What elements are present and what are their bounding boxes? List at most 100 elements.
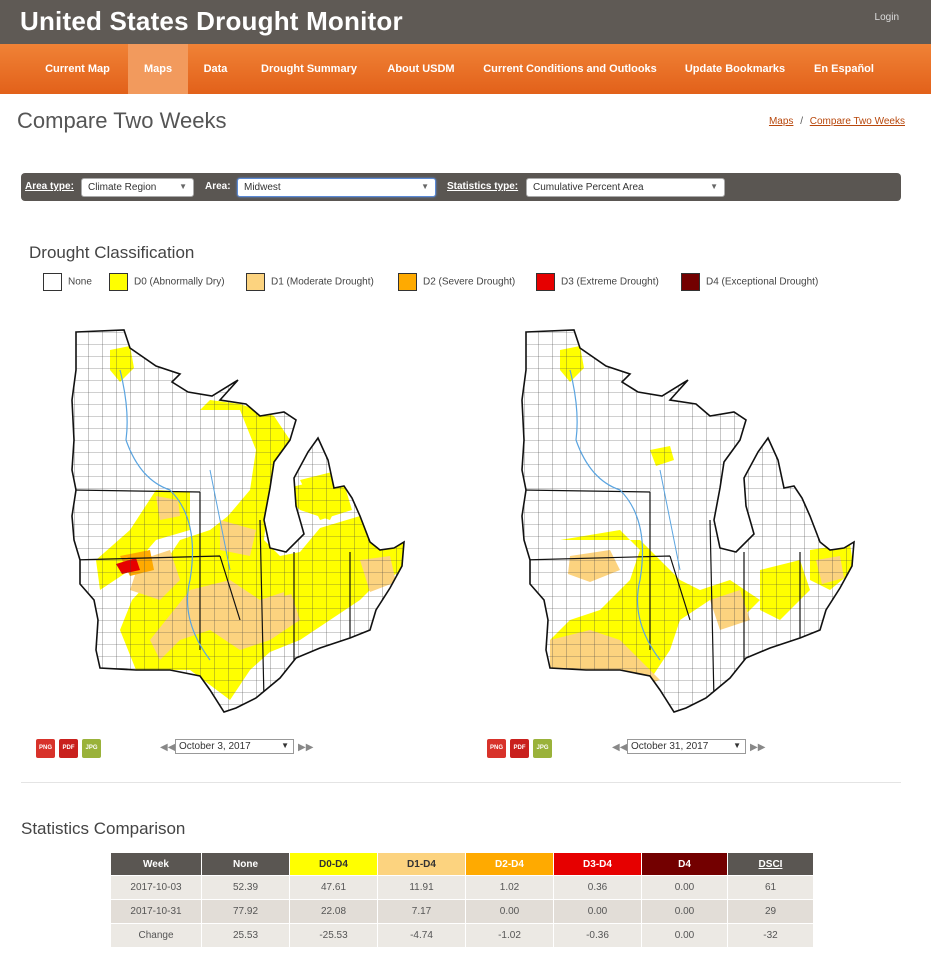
legend-item-d1: D1 (Moderate Drought) bbox=[246, 273, 374, 291]
table-cell: 0.00 bbox=[641, 899, 728, 924]
drought-map-week-1 bbox=[71, 329, 405, 713]
table-cell: 0.00 bbox=[465, 899, 554, 924]
header-d3-d4: D3-D4 bbox=[553, 852, 642, 876]
header-d1-d4: D1-D4 bbox=[377, 852, 466, 876]
legend-item-d3: D3 (Extreme Drought) bbox=[536, 273, 659, 291]
jpg-download-icon[interactable]: JPG bbox=[82, 739, 101, 758]
area-type-value: Climate Region bbox=[88, 182, 157, 193]
area-type-select[interactable]: Climate Region ▼ bbox=[81, 178, 194, 197]
nav-about-usdm[interactable]: About USDM bbox=[387, 63, 455, 75]
legend-swatch bbox=[681, 273, 700, 291]
next-week-icon[interactable]: ▶▶ bbox=[750, 742, 766, 753]
table-cell: -0.36 bbox=[553, 923, 642, 948]
page-title: Compare Two Weeks bbox=[17, 108, 227, 133]
next-week-icon[interactable]: ▶▶ bbox=[298, 742, 314, 753]
header-d0-d4: D0-D4 bbox=[289, 852, 378, 876]
header-d4: D4 bbox=[641, 852, 728, 876]
area-value: Midwest bbox=[244, 182, 281, 193]
statistics-type-label[interactable]: Statistics type: bbox=[447, 181, 519, 192]
table-cell: -4.74 bbox=[377, 923, 466, 948]
table-cell: 29 bbox=[727, 899, 814, 924]
chevron-down-icon: ▼ bbox=[733, 741, 741, 750]
area-label: Area: bbox=[205, 181, 231, 192]
previous-week-icon[interactable]: ◀◀ bbox=[160, 742, 176, 753]
legend-swatch bbox=[43, 273, 62, 291]
jpg-download-icon[interactable]: JPG bbox=[533, 739, 552, 758]
table-cell: 7.17 bbox=[377, 899, 466, 924]
drought-map-week-2 bbox=[521, 329, 855, 713]
nav-drought-summary[interactable]: Drought Summary bbox=[261, 63, 357, 75]
table-cell: 2017-10-03 bbox=[110, 875, 202, 900]
table-cell: 61 bbox=[727, 875, 814, 900]
table-cell: -25.53 bbox=[289, 923, 378, 948]
table-cell: 1.02 bbox=[465, 875, 554, 900]
pdf-download-icon[interactable]: PDF bbox=[59, 739, 78, 758]
table-cell: -1.02 bbox=[465, 923, 554, 948]
table-cell: 52.39 bbox=[201, 875, 290, 900]
breadcrumb-compare-link[interactable]: Compare Two Weeks bbox=[809, 116, 905, 127]
table-row: 2017-10-03 52.39 47.61 11.91 1.02 0.36 0… bbox=[110, 875, 814, 900]
statistics-type-select[interactable]: Cumulative Percent Area ▼ bbox=[526, 178, 725, 197]
nav-data[interactable]: Data bbox=[203, 63, 228, 75]
map-1-date-select[interactable]: October 3, 2017 ▼ bbox=[175, 739, 294, 754]
chevron-down-icon: ▼ bbox=[421, 182, 429, 191]
table-cell: -32 bbox=[727, 923, 814, 948]
table-cell: 2017-10-31 bbox=[110, 899, 202, 924]
nav-current-map[interactable]: Current Map bbox=[45, 63, 110, 75]
breadcrumb-separator: / bbox=[800, 116, 803, 127]
map-2-controls: PNG PDF JPG ◀◀ October 31, 2017 ▼ ▶▶ bbox=[487, 739, 767, 759]
legend-swatch bbox=[398, 273, 417, 291]
legend-swatch bbox=[536, 273, 555, 291]
statistics-type-value: Cumulative Percent Area bbox=[533, 182, 644, 193]
pdf-download-icon[interactable]: PDF bbox=[510, 739, 529, 758]
area-type-label[interactable]: Area type: bbox=[25, 181, 74, 192]
legend-item-d4: D4 (Exceptional Drought) bbox=[681, 273, 818, 291]
login-link[interactable]: Login bbox=[874, 12, 899, 23]
section-divider bbox=[21, 782, 901, 783]
nav-maps[interactable]: Maps bbox=[128, 44, 188, 94]
table-row: Change 25.53 -25.53 -4.74 -1.02 -0.36 0.… bbox=[110, 923, 814, 948]
legend-swatch bbox=[109, 273, 128, 291]
table-cell: 25.53 bbox=[201, 923, 290, 948]
nav-current-conditions[interactable]: Current Conditions and Outlooks bbox=[483, 63, 657, 75]
legend-item-d2: D2 (Severe Drought) bbox=[398, 273, 515, 291]
header-week: Week bbox=[110, 852, 202, 876]
header-d2-d4: D2-D4 bbox=[465, 852, 554, 876]
table-cell: 22.08 bbox=[289, 899, 378, 924]
area-select[interactable]: Midwest ▼ bbox=[237, 178, 436, 197]
chevron-down-icon: ▼ bbox=[281, 741, 289, 750]
legend-item-d0: D0 (Abnormally Dry) bbox=[109, 273, 225, 291]
chevron-down-icon: ▼ bbox=[179, 182, 187, 191]
legend-title: Drought Classification bbox=[29, 243, 195, 262]
table-row: 2017-10-31 77.92 22.08 7.17 0.00 0.00 0.… bbox=[110, 899, 814, 924]
png-download-icon[interactable]: PNG bbox=[487, 739, 506, 758]
table-cell: 47.61 bbox=[289, 875, 378, 900]
table-cell: 11.91 bbox=[377, 875, 466, 900]
statistics-title: Statistics Comparison bbox=[21, 819, 186, 838]
table-cell: 0.00 bbox=[641, 923, 728, 948]
map-1-controls: PNG PDF JPG ◀◀ October 3, 2017 ▼ ▶▶ bbox=[36, 739, 316, 759]
map-2-date: October 31, 2017 bbox=[631, 741, 709, 752]
table-cell: Change bbox=[110, 923, 202, 948]
table-header-row: Week None D0-D4 D1-D4 D2-D4 D3-D4 D4 DSC… bbox=[110, 852, 814, 876]
breadcrumb-maps-link[interactable]: Maps bbox=[768, 116, 794, 127]
header-none: None bbox=[201, 852, 290, 876]
table-cell: 0.00 bbox=[641, 875, 728, 900]
nav-update-bookmarks[interactable]: Update Bookmarks bbox=[684, 63, 786, 75]
chevron-down-icon: ▼ bbox=[710, 182, 718, 191]
png-download-icon[interactable]: PNG bbox=[36, 739, 55, 758]
table-cell: 77.92 bbox=[201, 899, 290, 924]
header-dsci[interactable]: DSCI bbox=[727, 852, 814, 876]
legend-item-none: None bbox=[43, 273, 92, 291]
nav-en-espanol[interactable]: En Español bbox=[814, 63, 874, 75]
site-header: United States Drought Monitor Login bbox=[0, 0, 931, 44]
legend-swatch bbox=[246, 273, 265, 291]
site-title[interactable]: United States Drought Monitor bbox=[20, 6, 403, 36]
statistics-table: Week None D0-D4 D1-D4 D2-D4 D3-D4 D4 DSC… bbox=[110, 852, 814, 948]
breadcrumb: Maps / Compare Two Weeks bbox=[769, 116, 905, 127]
map-1-date: October 3, 2017 bbox=[179, 741, 251, 752]
map-2-date-select[interactable]: October 31, 2017 ▼ bbox=[627, 739, 746, 754]
previous-week-icon[interactable]: ◀◀ bbox=[612, 742, 628, 753]
filter-bar: Area type: Climate Region ▼ Area: Midwes… bbox=[21, 173, 901, 201]
table-cell: 0.00 bbox=[553, 899, 642, 924]
